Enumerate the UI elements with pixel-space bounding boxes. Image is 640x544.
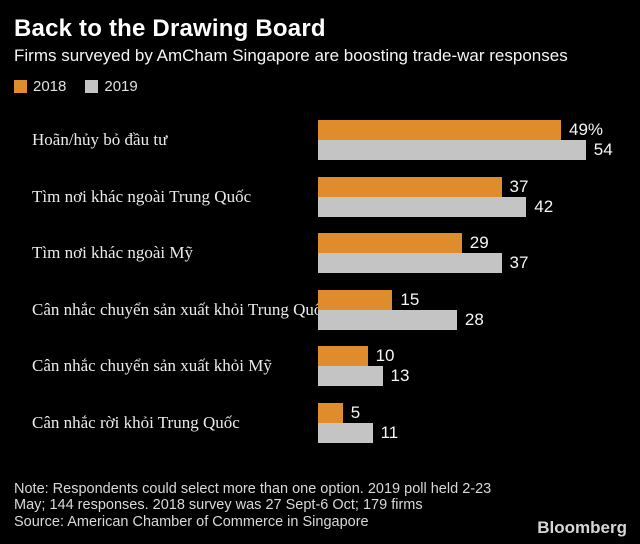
bar-2019-1	[318, 197, 527, 217]
bar-2018-5	[318, 403, 343, 423]
category-label-4: Cân nhắc chuyển sản xuất khỏi Mỹ	[32, 356, 272, 375]
bar-2018-4	[318, 346, 368, 366]
value-label-2019-1: 42	[534, 197, 554, 216]
value-label-2019-5: 11	[380, 423, 399, 442]
legend-swatch-2018-icon	[14, 80, 27, 93]
value-label-2019-2: 37	[509, 253, 529, 272]
value-label-2018-0: 49%	[569, 120, 604, 139]
bar-2019-5	[318, 423, 373, 443]
legend-label-2018: 2018	[33, 78, 67, 95]
value-label-2019-0: 54	[593, 140, 613, 159]
footnote-line-3: Source: American Chamber of Commerce in …	[14, 513, 369, 530]
legend-item-2018: 2018	[14, 78, 66, 95]
legend-item-2019: 2019	[85, 78, 138, 95]
value-label-2019-4: 13	[390, 366, 410, 385]
value-label-2018-3: 15	[400, 290, 420, 309]
legend: 2018 2019	[14, 78, 138, 95]
value-label-2019-3: 28	[464, 310, 484, 329]
footnote-line-1: Note: Respondents could select more than…	[14, 481, 492, 497]
category-label-5: Cân nhắc rời khỏi Trung Quốc	[32, 413, 240, 432]
category-label-0: Hoãn/hủy bỏ đầu tư	[32, 130, 168, 149]
value-label-2018-1: 37	[509, 177, 529, 196]
legend-label-2019: 2019	[104, 78, 138, 95]
category-label-3: Cân nhắc chuyển sản xuất khỏi Trung Quốc	[32, 300, 330, 319]
value-label-2018-4: 10	[375, 346, 395, 365]
value-label-2018-2: 29	[469, 233, 489, 252]
legend-swatch-2019-icon	[85, 80, 99, 93]
bloomberg-logo: Bloomberg	[537, 518, 627, 537]
bar-2018-3	[318, 290, 393, 310]
bar-2018-1	[318, 177, 502, 197]
category-label-2: Tìm nơi khác ngoài Mỹ	[32, 243, 194, 262]
bar-2018-2	[318, 233, 462, 253]
category-label-1: Tìm nơi khác ngoài Trung Quốc	[32, 187, 252, 206]
bar-2019-2	[318, 253, 502, 273]
footnote-line-2: May; 144 responses. 2018 survey was 27 S…	[14, 497, 423, 514]
bar-2019-3	[318, 310, 457, 330]
value-label-2018-5: 5	[350, 403, 361, 422]
footnote: Note: Respondents could select more than…	[14, 481, 491, 530]
bar-2019-4	[318, 366, 383, 386]
chart-subtitle: Firms surveyed by AmCham Singapore are b…	[14, 46, 568, 65]
bar-2019-0	[318, 140, 586, 160]
chart-title: Back to the Drawing Board	[14, 15, 326, 42]
bar-2018-0	[318, 120, 561, 140]
